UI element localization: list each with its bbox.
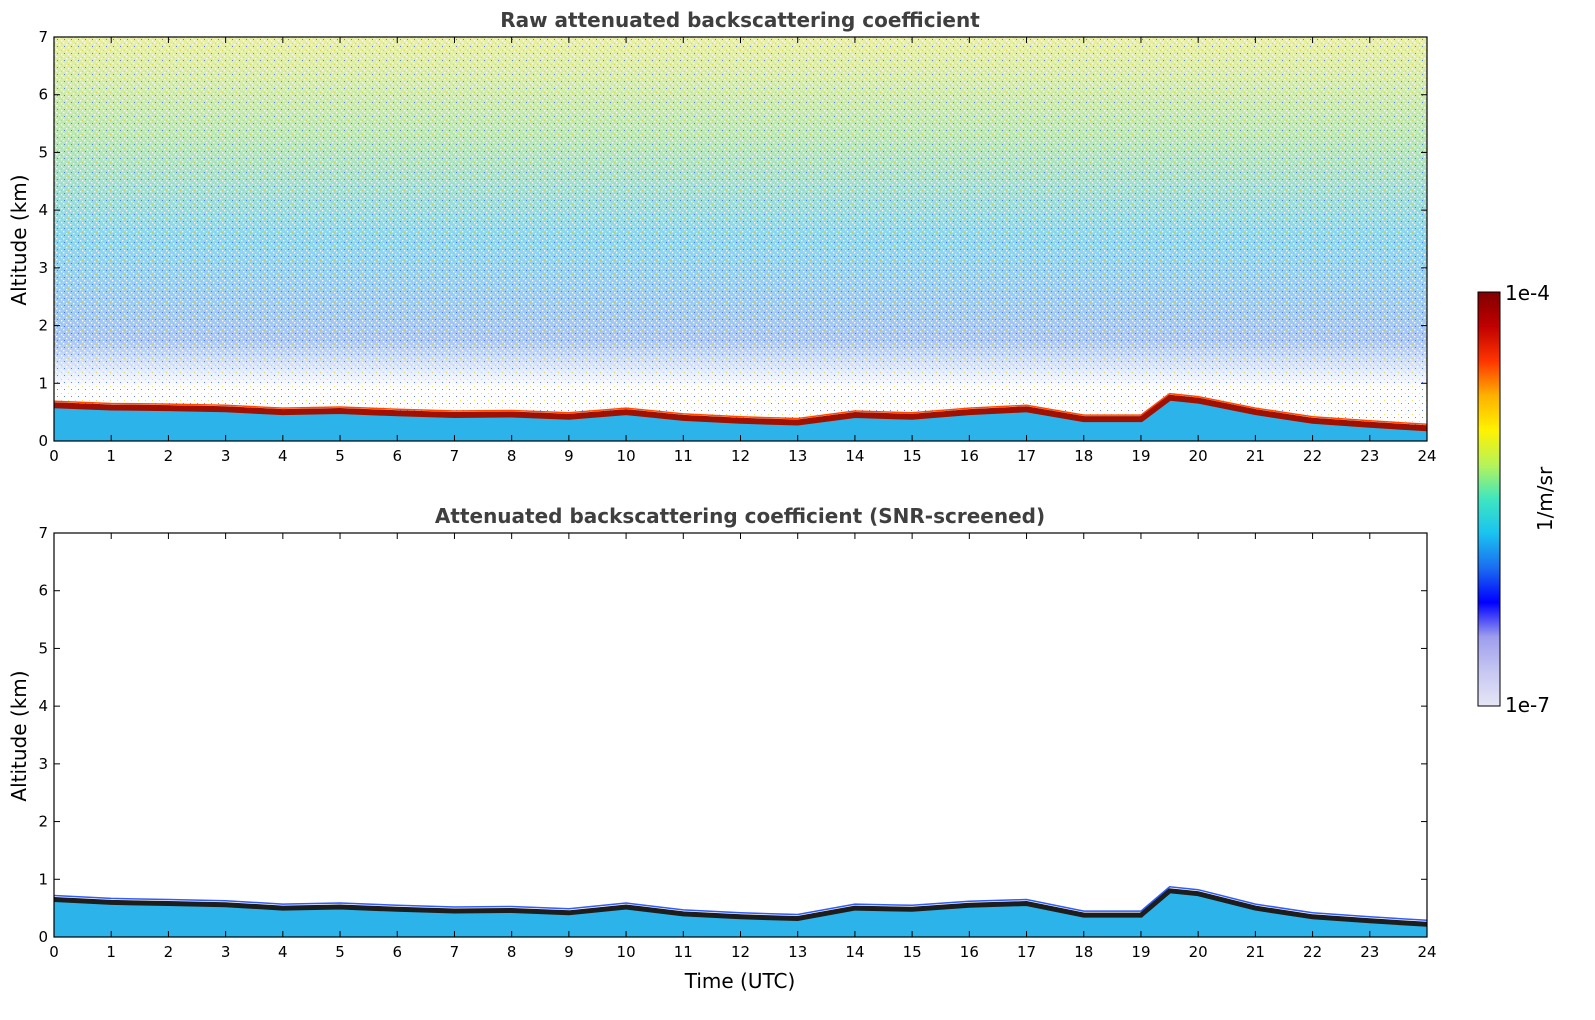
x-tick-label: 18 (1074, 447, 1093, 465)
y-tick-label: 3 (38, 259, 48, 277)
x-tick-label: 11 (674, 447, 693, 465)
x-tick-label: 16 (960, 447, 979, 465)
y-tick-label: 0 (38, 928, 48, 946)
y-tick-label: 3 (38, 755, 48, 773)
x-tick-label: 4 (278, 943, 288, 961)
panel2-y-axis: 0 1 2 3 4 5 6 7 (38, 524, 1427, 946)
x-tick-label: 4 (278, 447, 288, 465)
panel2-background (54, 533, 1427, 937)
x-tick-label: 19 (1131, 447, 1150, 465)
x-tick-label: 17 (1017, 943, 1036, 961)
colorbar-max-label: 1e-4 (1505, 281, 1550, 305)
panel1-aerosol-top (54, 394, 1427, 432)
x-tick-label: 6 (392, 943, 402, 961)
x-tick-label: 17 (1017, 447, 1036, 465)
x-tick-label: 21 (1246, 447, 1265, 465)
y-tick-label: 2 (38, 317, 48, 335)
panel1-y-axis: 0 1 2 3 4 5 6 7 (38, 28, 1427, 450)
x-tick-label: 8 (507, 447, 517, 465)
x-tick-label: 5 (335, 943, 345, 961)
x-tick-label: 12 (731, 447, 750, 465)
x-tick-label: 22 (1303, 447, 1322, 465)
y-tick-label: 5 (38, 143, 48, 161)
x-tick-label: 14 (845, 447, 864, 465)
x-tick-label: 7 (450, 447, 460, 465)
y-tick-label: 2 (38, 813, 48, 831)
panel2-ylabel: Altitude (km) (7, 670, 31, 801)
x-tick-label: 1 (106, 943, 116, 961)
x-tick-label: 18 (1074, 943, 1093, 961)
panel2-aerosol-edge (54, 886, 1427, 922)
x-tick-label: 14 (845, 943, 864, 961)
x-tick-label: 3 (221, 447, 231, 465)
panel1-title: Raw attenuated backscattering coefficien… (500, 8, 980, 32)
y-tick-label: 5 (38, 639, 48, 657)
x-tick-label: 19 (1131, 943, 1150, 961)
y-tick-label: 0 (38, 432, 48, 450)
x-tick-label: 2 (164, 447, 174, 465)
y-tick-label: 4 (38, 201, 48, 219)
x-tick-label: 24 (1417, 943, 1436, 961)
x-tick-label: 10 (617, 447, 636, 465)
x-tick-label: 21 (1246, 943, 1265, 961)
panel2-boundary-layer (54, 890, 1427, 937)
x-tick-label: 12 (731, 943, 750, 961)
panel1-heatmap (54, 37, 1427, 441)
panel1-ylabel: Altitude (km) (7, 174, 31, 305)
y-tick-label: 7 (38, 28, 48, 46)
y-tick-label: 1 (38, 870, 48, 888)
x-tick-label: 24 (1417, 447, 1436, 465)
x-tick-label: 13 (788, 447, 807, 465)
x-tick-label: 22 (1303, 943, 1322, 961)
x-tick-label: 20 (1189, 447, 1208, 465)
x-tick-label: 13 (788, 943, 807, 961)
x-tick-label: 8 (507, 943, 517, 961)
x-tick-label: 0 (49, 447, 59, 465)
x-tick-label: 11 (674, 943, 693, 961)
x-tick-label: 23 (1360, 943, 1379, 961)
x-tick-label: 9 (564, 943, 574, 961)
x-tick-label: 20 (1189, 943, 1208, 961)
y-tick-label: 6 (38, 86, 48, 104)
panel1-x-axis: 0 1 2 3 4 5 6 7 8 9 10 11 12 13 14 15 16 17 18 19 20 21 22 23 24 (49, 37, 1437, 465)
panel2-xlabel: Time (UTC) (684, 969, 796, 993)
x-tick-label: 15 (903, 447, 922, 465)
y-tick-label: 1 (38, 374, 48, 392)
panel1-aerosol-edge (54, 392, 1427, 426)
panel2-x-axis: 0 1 2 3 4 5 6 7 8 9 10 11 12 13 14 15 16 17 18 19 20 21 22 23 24 (49, 533, 1437, 961)
y-tick-label: 7 (38, 524, 48, 542)
x-tick-label: 7 (450, 943, 460, 961)
y-tick-label: 4 (38, 697, 48, 715)
panel1-boundary-layer (54, 397, 1427, 441)
panel2-title: Attenuated backscattering coefficient (S… (435, 504, 1045, 528)
x-tick-label: 9 (564, 447, 574, 465)
panel2-heatmap (54, 533, 1427, 937)
x-tick-label: 5 (335, 447, 345, 465)
x-tick-label: 6 (392, 447, 402, 465)
x-tick-label: 16 (960, 943, 979, 961)
colorbar-gradient (1477, 291, 1501, 707)
raw-backscatter-panel: Raw attenuated backscattering coefficien… (7, 8, 1437, 465)
screened-backscatter-panel: Attenuated backscattering coefficient (S… (7, 504, 1437, 993)
x-tick-label: 3 (221, 943, 231, 961)
panel2-aerosol-top (54, 888, 1427, 927)
x-tick-label: 0 (49, 943, 59, 961)
x-tick-label: 10 (617, 943, 636, 961)
x-tick-label: 1 (106, 447, 116, 465)
colorbar-unit-label: 1/m/sr (1533, 466, 1557, 531)
x-tick-label: 2 (164, 943, 174, 961)
y-tick-label: 6 (38, 582, 48, 600)
panel1-speckle (54, 37, 1427, 441)
colorbar-min-label: 1e-7 (1505, 693, 1550, 717)
x-tick-label: 15 (903, 943, 922, 961)
x-tick-label: 23 (1360, 447, 1379, 465)
colorbar: 1e-4 1e-7 1/m/sr (1477, 281, 1557, 717)
